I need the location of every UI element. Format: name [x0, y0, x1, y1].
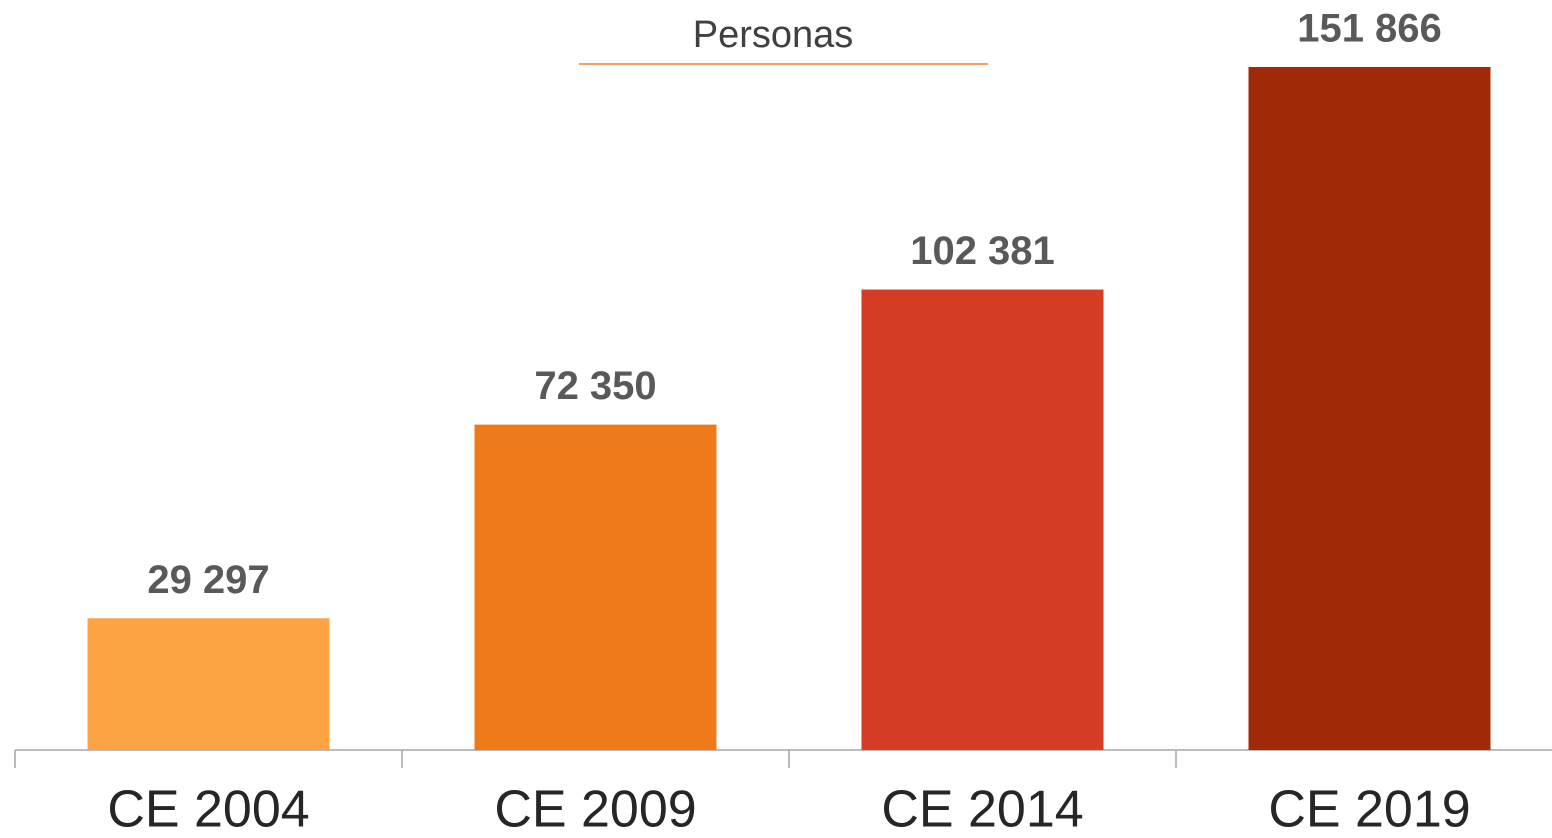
x-tick-label: CE 2004 [107, 781, 309, 838]
value-label: 72 350 [534, 364, 656, 408]
bar [861, 289, 1104, 750]
x-tick-label: CE 2019 [1268, 781, 1470, 838]
bar [87, 618, 330, 750]
chart-title: Personas [693, 14, 854, 56]
value-label: 29 297 [147, 558, 269, 602]
x-tick-label: CE 2009 [494, 781, 696, 838]
bar [1248, 67, 1491, 750]
value-label: 151 866 [1297, 7, 1442, 51]
x-tick-label: CE 2014 [881, 781, 1083, 838]
value-label: 102 381 [910, 229, 1055, 273]
bar [474, 424, 717, 750]
